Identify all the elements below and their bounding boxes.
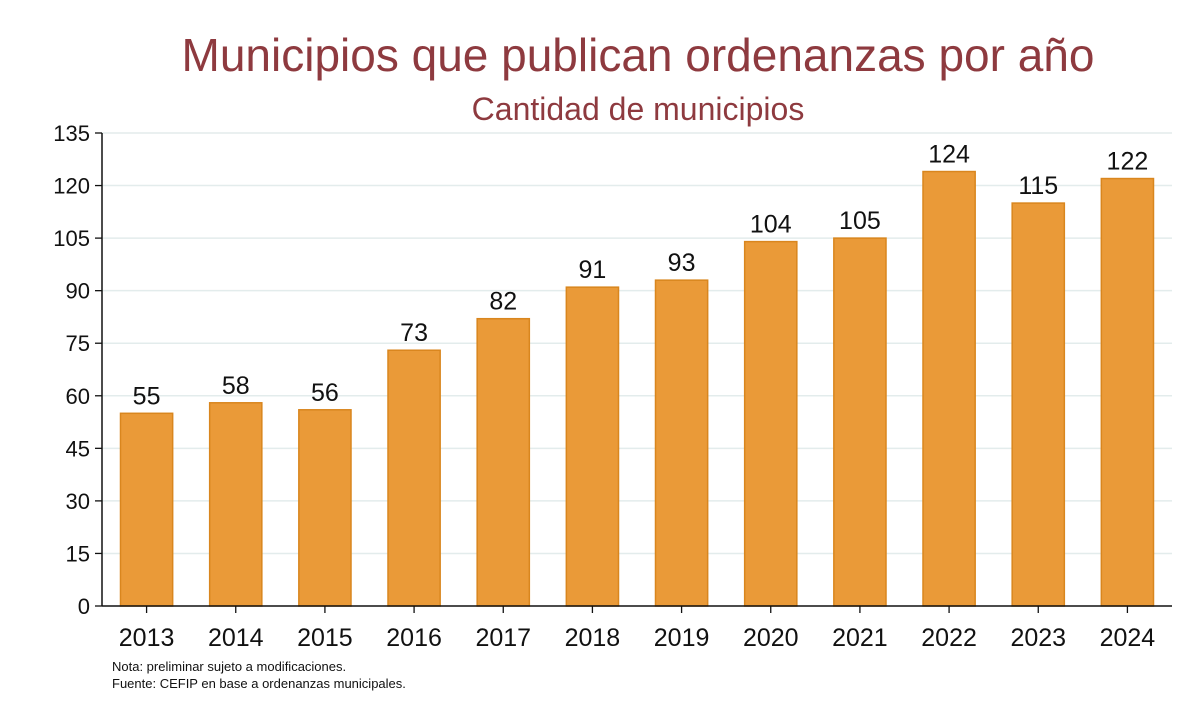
x-tick-label: 2019 [654,624,710,652]
y-axis-ticks: 0 15 30 45 60 75 90 105 120 135 [53,121,102,619]
x-tick-label: 2016 [386,624,442,652]
y-tick-label: 105 [53,226,90,251]
bar [743,240,798,607]
y-tick-label: 60 [66,384,90,409]
x-tick-label: 2022 [921,624,977,652]
y-tick-label: 75 [66,331,90,356]
bar [654,279,709,607]
x-tick-label: 2017 [475,624,531,652]
gridlines [102,132,1172,555]
data-label: 55 [133,382,161,410]
x-tick-label: 2014 [208,624,264,652]
bar [922,170,976,607]
chart-source: Fuente: CEFIP en base a ordenanzas munic… [112,676,406,691]
y-tick-label: 45 [66,436,90,461]
x-tick-label: 2021 [832,624,888,652]
x-tick-label: 2024 [1100,624,1156,652]
bar [298,409,352,607]
data-label: 73 [400,319,428,347]
bar [1011,202,1066,607]
bar [119,412,174,607]
y-tick-label: 120 [53,174,90,199]
data-label: 58 [222,372,250,400]
bar [565,286,620,607]
y-tick-label: 0 [78,594,90,619]
x-tick-label: 2020 [743,624,799,652]
x-tick-label: 2013 [119,624,175,652]
bars [119,170,1155,607]
x-tick-label: 2015 [297,624,353,652]
bar [833,237,887,607]
bar [1100,177,1155,607]
data-labels: 55 58 56 73 82 91 93 104 105 124 115 122 [133,141,1149,411]
data-label: 91 [579,256,607,284]
x-axis-ticks: 2013 2014 2015 2016 2017 2018 2019 2020 2021 2022… [119,606,1156,652]
y-tick-label: 15 [66,541,90,566]
bar [208,402,263,607]
data-label: 93 [668,249,696,277]
data-label: 56 [311,379,339,407]
data-label: 82 [489,288,517,316]
x-tick-label: 2023 [1010,624,1066,652]
y-tick-label: 90 [66,279,90,304]
data-label: 115 [1018,172,1058,200]
bar [387,349,441,607]
data-label: 105 [839,207,881,235]
data-label: 124 [928,141,970,169]
bar [476,317,531,607]
chart-subtitle: Cantidad de municipios [472,91,805,127]
y-tick-label: 30 [66,489,90,514]
data-label: 104 [750,211,792,239]
chart-note: Nota: preliminar sujeto a modificaciones… [112,659,346,674]
x-tick-label: 2018 [565,624,621,652]
chart-title: Municipios que publican ordenanzas por a… [182,29,1095,81]
data-label: 122 [1107,148,1149,176]
y-tick-label: 135 [53,121,90,146]
